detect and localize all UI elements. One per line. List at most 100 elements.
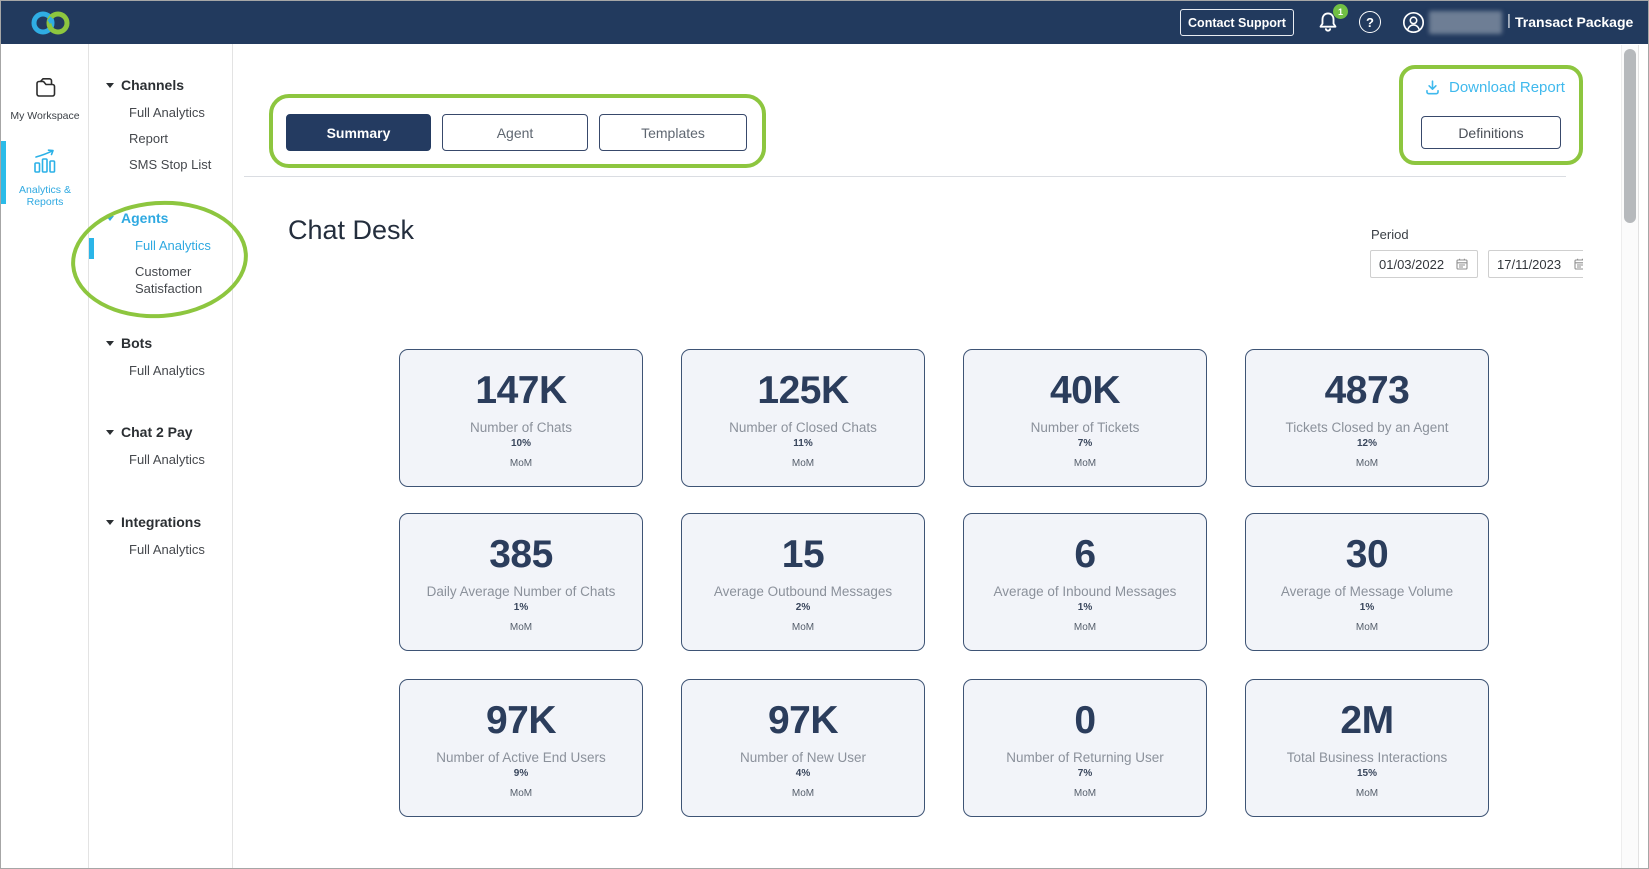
stat-value: 125K xyxy=(757,369,849,412)
sidebar-item-full-analytics[interactable]: Full Analytics xyxy=(129,452,205,467)
vertical-scrollbar-thumb[interactable] xyxy=(1624,49,1636,223)
stat-period: MoM xyxy=(509,458,533,469)
top-navbar: Contact Support 1 ? | Transact Package xyxy=(1,1,1648,44)
sidebar-item-full-analytics[interactable]: Full Analytics xyxy=(129,542,205,557)
sidebar-section-agents: Agents Full Analytics Customer Satisfact… xyxy=(106,209,228,306)
rail-item-analytics-reports[interactable]: Analytics & Reports xyxy=(1,148,89,208)
sidebar-section-chat2pay: Chat 2 Pay Full Analytics xyxy=(106,423,228,477)
sidebar-item-sms-stop-list[interactable]: SMS Stop List xyxy=(129,157,212,172)
stat-card-total-business-interactions: 2M Total Business Interactions 15% MoM xyxy=(1245,679,1489,817)
tab-agent[interactable]: Agent xyxy=(442,114,588,151)
stat-card-avg-message-volume: 30 Average of Message Volume 1% MoM xyxy=(1245,513,1489,651)
period-end-input[interactable]: 17/11/2023 xyxy=(1488,250,1583,278)
stat-label: Average of Inbound Messages xyxy=(993,584,1177,599)
sidebar-section-header[interactable]: Channels xyxy=(106,76,228,94)
stat-value: 97K xyxy=(767,699,839,742)
sidebar-section-header[interactable]: Bots xyxy=(106,334,228,352)
stat-percent: 10% xyxy=(510,438,531,449)
sidebar-item-full-analytics-active[interactable]: Full Analytics xyxy=(135,238,211,253)
tab-templates[interactable]: Templates xyxy=(599,114,747,151)
section-label: Integrations xyxy=(121,514,202,530)
analytics-sidebar: Channels Full Analytics Report SMS Stop … xyxy=(89,44,233,868)
stat-period: MoM xyxy=(1073,622,1097,633)
definitions-button[interactable]: Definitions xyxy=(1421,116,1561,149)
stat-period: MoM xyxy=(509,622,533,633)
sidebar-item-report[interactable]: Report xyxy=(129,131,169,146)
stat-value: 147K xyxy=(475,369,567,412)
stat-period: MoM xyxy=(1355,622,1379,633)
user-account-icon[interactable] xyxy=(1401,10,1426,35)
notification-bell-icon[interactable] xyxy=(1315,10,1341,36)
tab-summary[interactable]: Summary xyxy=(286,114,431,151)
stat-label: Number of Returning User xyxy=(1006,750,1164,765)
stat-card-tickets: 40K Number of Tickets 7% MoM xyxy=(963,349,1207,487)
clickatell-logo-icon xyxy=(31,11,70,35)
stat-percent: 7% xyxy=(1077,768,1093,779)
calendar-icon xyxy=(1574,258,1583,270)
period-start-value: 01/03/2022 xyxy=(1379,256,1445,272)
rail-item-my-workspace[interactable]: My Workspace xyxy=(1,77,89,122)
stat-label: Number of Active End Users xyxy=(436,750,606,765)
stat-percent: 2% xyxy=(795,602,811,613)
stat-value: 2M xyxy=(1340,699,1394,742)
download-icon xyxy=(1426,80,1439,95)
stat-value: 40K xyxy=(1049,369,1121,412)
folder-icon xyxy=(35,78,55,97)
active-rail-indicator xyxy=(1,141,6,204)
period-start-input[interactable]: 01/03/2022 xyxy=(1370,250,1478,278)
sidebar-item-full-analytics[interactable]: Full Analytics xyxy=(129,363,205,378)
rail-item-label: Analytics & Reports xyxy=(19,184,71,208)
download-report-link[interactable]: Download Report xyxy=(1424,79,1565,96)
stat-value: 4873 xyxy=(1324,369,1410,412)
help-icon[interactable]: ? xyxy=(1359,11,1381,33)
stat-value: 30 xyxy=(1345,533,1389,576)
stat-percent: 4% xyxy=(795,768,811,779)
stat-value: 97K xyxy=(485,699,557,742)
vertical-scrollbar-track[interactable] xyxy=(1621,45,1639,868)
period-end-value: 17/11/2023 xyxy=(1497,256,1562,272)
bar-chart-icon xyxy=(34,149,56,173)
stat-value: 15 xyxy=(781,533,825,576)
user-name-redacted xyxy=(1429,11,1502,34)
stat-card-closed-chats: 125K Number of Closed Chats 11% MoM xyxy=(681,349,925,487)
content-divider xyxy=(244,176,1566,177)
chevron-down-icon xyxy=(106,519,114,525)
sidebar-item-full-analytics[interactable]: Full Analytics xyxy=(129,105,205,120)
stat-period: MoM xyxy=(509,788,533,799)
stat-percent: 1% xyxy=(1359,602,1375,613)
stat-period: MoM xyxy=(1355,788,1379,799)
chevron-down-icon xyxy=(106,340,114,346)
contact-support-button[interactable]: Contact Support xyxy=(1180,9,1294,36)
period-end-clip: 17/11/2023 xyxy=(1488,250,1583,280)
stat-period: MoM xyxy=(791,622,815,633)
section-label: Agents xyxy=(121,210,169,226)
sidebar-section-header[interactable]: Agents xyxy=(106,209,228,227)
stat-percent: 12% xyxy=(1356,438,1377,449)
stat-label: Number of New User xyxy=(739,750,867,765)
sidebar-section-header[interactable]: Integrations xyxy=(106,513,228,531)
rail-item-label: My Workspace xyxy=(10,110,80,122)
sidebar-section-bots: Bots Full Analytics xyxy=(106,334,228,388)
icon-rail: My Workspace Analytics & Reports xyxy=(1,44,89,868)
navbar-separator: | xyxy=(1507,12,1511,29)
sidebar-section-channels: Channels Full Analytics Report SMS Stop … xyxy=(106,76,228,182)
sidebar-item-customer-satisfaction[interactable]: Customer Satisfaction xyxy=(135,264,203,296)
section-label: Bots xyxy=(121,335,153,351)
chevron-down-icon xyxy=(106,215,114,221)
stat-label: Tickets Closed by an Agent xyxy=(1285,420,1449,435)
stat-label: Number of Tickets xyxy=(1030,420,1140,435)
stat-percent: 1% xyxy=(513,602,529,613)
stat-label: Average of Message Volume xyxy=(1280,584,1454,599)
sidebar-section-header[interactable]: Chat 2 Pay xyxy=(106,423,228,441)
stat-card-avg-inbound-messages: 6 Average of Inbound Messages 1% MoM xyxy=(963,513,1207,651)
stat-value: 0 xyxy=(1074,699,1096,742)
report-tabs: Summary Agent Templates xyxy=(286,114,747,151)
sidebar-section-integrations: Integrations Full Analytics xyxy=(106,513,228,567)
stat-card-avg-outbound-messages: 15 Average Outbound Messages 2% MoM xyxy=(681,513,925,651)
stat-percent: 9% xyxy=(513,768,529,779)
calendar-icon xyxy=(1456,258,1468,270)
active-item-indicator xyxy=(89,238,94,259)
stat-percent: 1% xyxy=(1077,602,1093,613)
notification-count-badge: 1 xyxy=(1333,4,1348,19)
